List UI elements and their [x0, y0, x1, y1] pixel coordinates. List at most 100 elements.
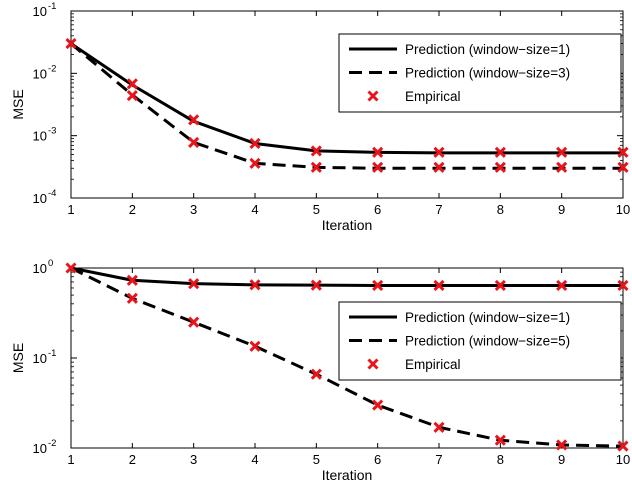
x-axis-label: Iteration: [322, 467, 373, 483]
x-tick-label: 3: [190, 202, 197, 217]
empirical-marker: [372, 279, 384, 292]
y-tick-exponent: -2: [48, 63, 56, 74]
empirical-marker: [433, 279, 445, 292]
x-tick-label: 9: [558, 452, 565, 467]
empirical-marker: [617, 161, 629, 173]
empirical-marker: [617, 279, 629, 292]
empirical-marker: [372, 146, 384, 158]
y-tick-label: 10 -2: [33, 438, 57, 456]
legend-label: Prediction (window−size=5): [405, 334, 570, 349]
legend-item: Prediction (window−size=1): [349, 42, 570, 57]
empirical-marker: [494, 279, 506, 292]
y-tick-label: 10 0: [33, 258, 54, 276]
x-tick-label: 1: [67, 202, 74, 217]
x-tick-label: 10: [616, 202, 630, 217]
legend-swatch-marker: [367, 358, 379, 370]
y-tick-base: 10: [33, 191, 47, 206]
legend-item: Prediction (window−size=5): [349, 334, 570, 349]
legend-box: [338, 301, 622, 381]
empirical-marker: [494, 146, 506, 158]
y-tick-base: 10: [33, 66, 47, 81]
empirical-marker: [617, 440, 629, 452]
y-tick-label: 10 -1: [33, 1, 57, 19]
x-tick-label: 9: [558, 202, 565, 217]
series-line-2: [70, 266, 624, 448]
empirical-marker: [65, 262, 77, 274]
empirical-marker: [556, 439, 568, 451]
empirical-marker: [310, 145, 322, 157]
y-tick-base: 10: [33, 129, 47, 144]
empirical-marker: [249, 137, 261, 150]
empirical-marker: [372, 161, 384, 173]
y-tick-label: 10 -1: [33, 348, 57, 366]
y-tick-label: 10 -4: [33, 188, 57, 206]
legend-label: Empirical: [405, 89, 461, 104]
empirical-marker: [433, 146, 445, 158]
legend: Prediction (window−size=1) Prediction (wi…: [338, 301, 622, 381]
y-axis-label: MSE: [10, 343, 26, 373]
y-tick-exponent: -1: [48, 348, 56, 359]
y-tick-base: 10: [33, 441, 47, 456]
x-tick-label: 6: [374, 452, 381, 467]
legend-item: Empirical: [367, 89, 461, 104]
empirical-marker: [310, 161, 322, 173]
x-tick-label: 8: [497, 452, 504, 467]
legend-item: Prediction (window−size=1): [349, 310, 570, 325]
legend: Prediction (window−size=1) Prediction (wi…: [338, 33, 622, 113]
x-tick-label: 3: [190, 452, 197, 467]
legend-swatch-marker: [367, 90, 379, 102]
empirical-marker: [126, 274, 138, 286]
y-tick-label: 10 -3: [33, 126, 57, 144]
x-tick-label: 6: [374, 202, 381, 217]
x-tick-label: 7: [435, 202, 442, 217]
empirical-marker: [188, 278, 200, 290]
y-tick-base: 10: [33, 351, 47, 366]
x-tick-label: 5: [313, 202, 320, 217]
empirical-marker: [433, 161, 445, 173]
y-tick-exponent: -3: [48, 126, 56, 137]
legend-item: Prediction (window−size=3): [349, 66, 570, 81]
empirical-marker: [249, 279, 261, 291]
y-tick-exponent: -2: [48, 438, 56, 449]
empirical-marker: [494, 161, 506, 173]
empirical-marker: [188, 114, 200, 126]
empirical-marker: [372, 399, 384, 411]
x-tick-label: 2: [129, 202, 136, 217]
empirical-marker: [556, 161, 568, 173]
legend-label: Prediction (window−size=1): [405, 42, 570, 57]
y-tick-base: 10: [33, 261, 47, 276]
series-empirical: [65, 38, 629, 173]
legend-box: [338, 33, 622, 113]
empirical-marker: [556, 279, 568, 292]
y-tick-base: 10: [33, 4, 47, 19]
empirical-marker: [126, 292, 138, 304]
x-tick-label: 10: [616, 452, 630, 467]
empirical-marker: [126, 89, 138, 102]
empirical-marker: [433, 421, 445, 433]
legend-item: Empirical: [367, 357, 461, 372]
empirical-marker: [188, 316, 200, 328]
y-axis-label: MSE: [10, 89, 26, 119]
y-tick-exponent: -1: [48, 1, 56, 12]
empirical-marker: [494, 434, 506, 446]
empirical-marker: [310, 279, 322, 291]
plot-frame: [70, 10, 624, 199]
empirical-marker: [249, 157, 261, 169]
x-tick-label: 1: [67, 452, 74, 467]
x-tick-label: 8: [497, 202, 504, 217]
empirical-marker: [310, 368, 322, 380]
empirical-marker: [65, 38, 77, 50]
y-tick-label: 10 -2: [33, 63, 57, 81]
empirical-marker: [556, 146, 568, 158]
series-line-1: [70, 42, 623, 155]
y-tick-exponent: 0: [48, 258, 53, 269]
legend-label: Empirical: [405, 357, 461, 372]
x-axis-label: Iteration: [322, 217, 373, 233]
series-line-1: [70, 266, 623, 287]
legend-label: Prediction (window−size=1): [405, 310, 570, 325]
x-tick-label: 4: [251, 202, 258, 217]
y-tick-exponent: -4: [48, 188, 56, 199]
x-tick-label: 4: [251, 452, 258, 467]
